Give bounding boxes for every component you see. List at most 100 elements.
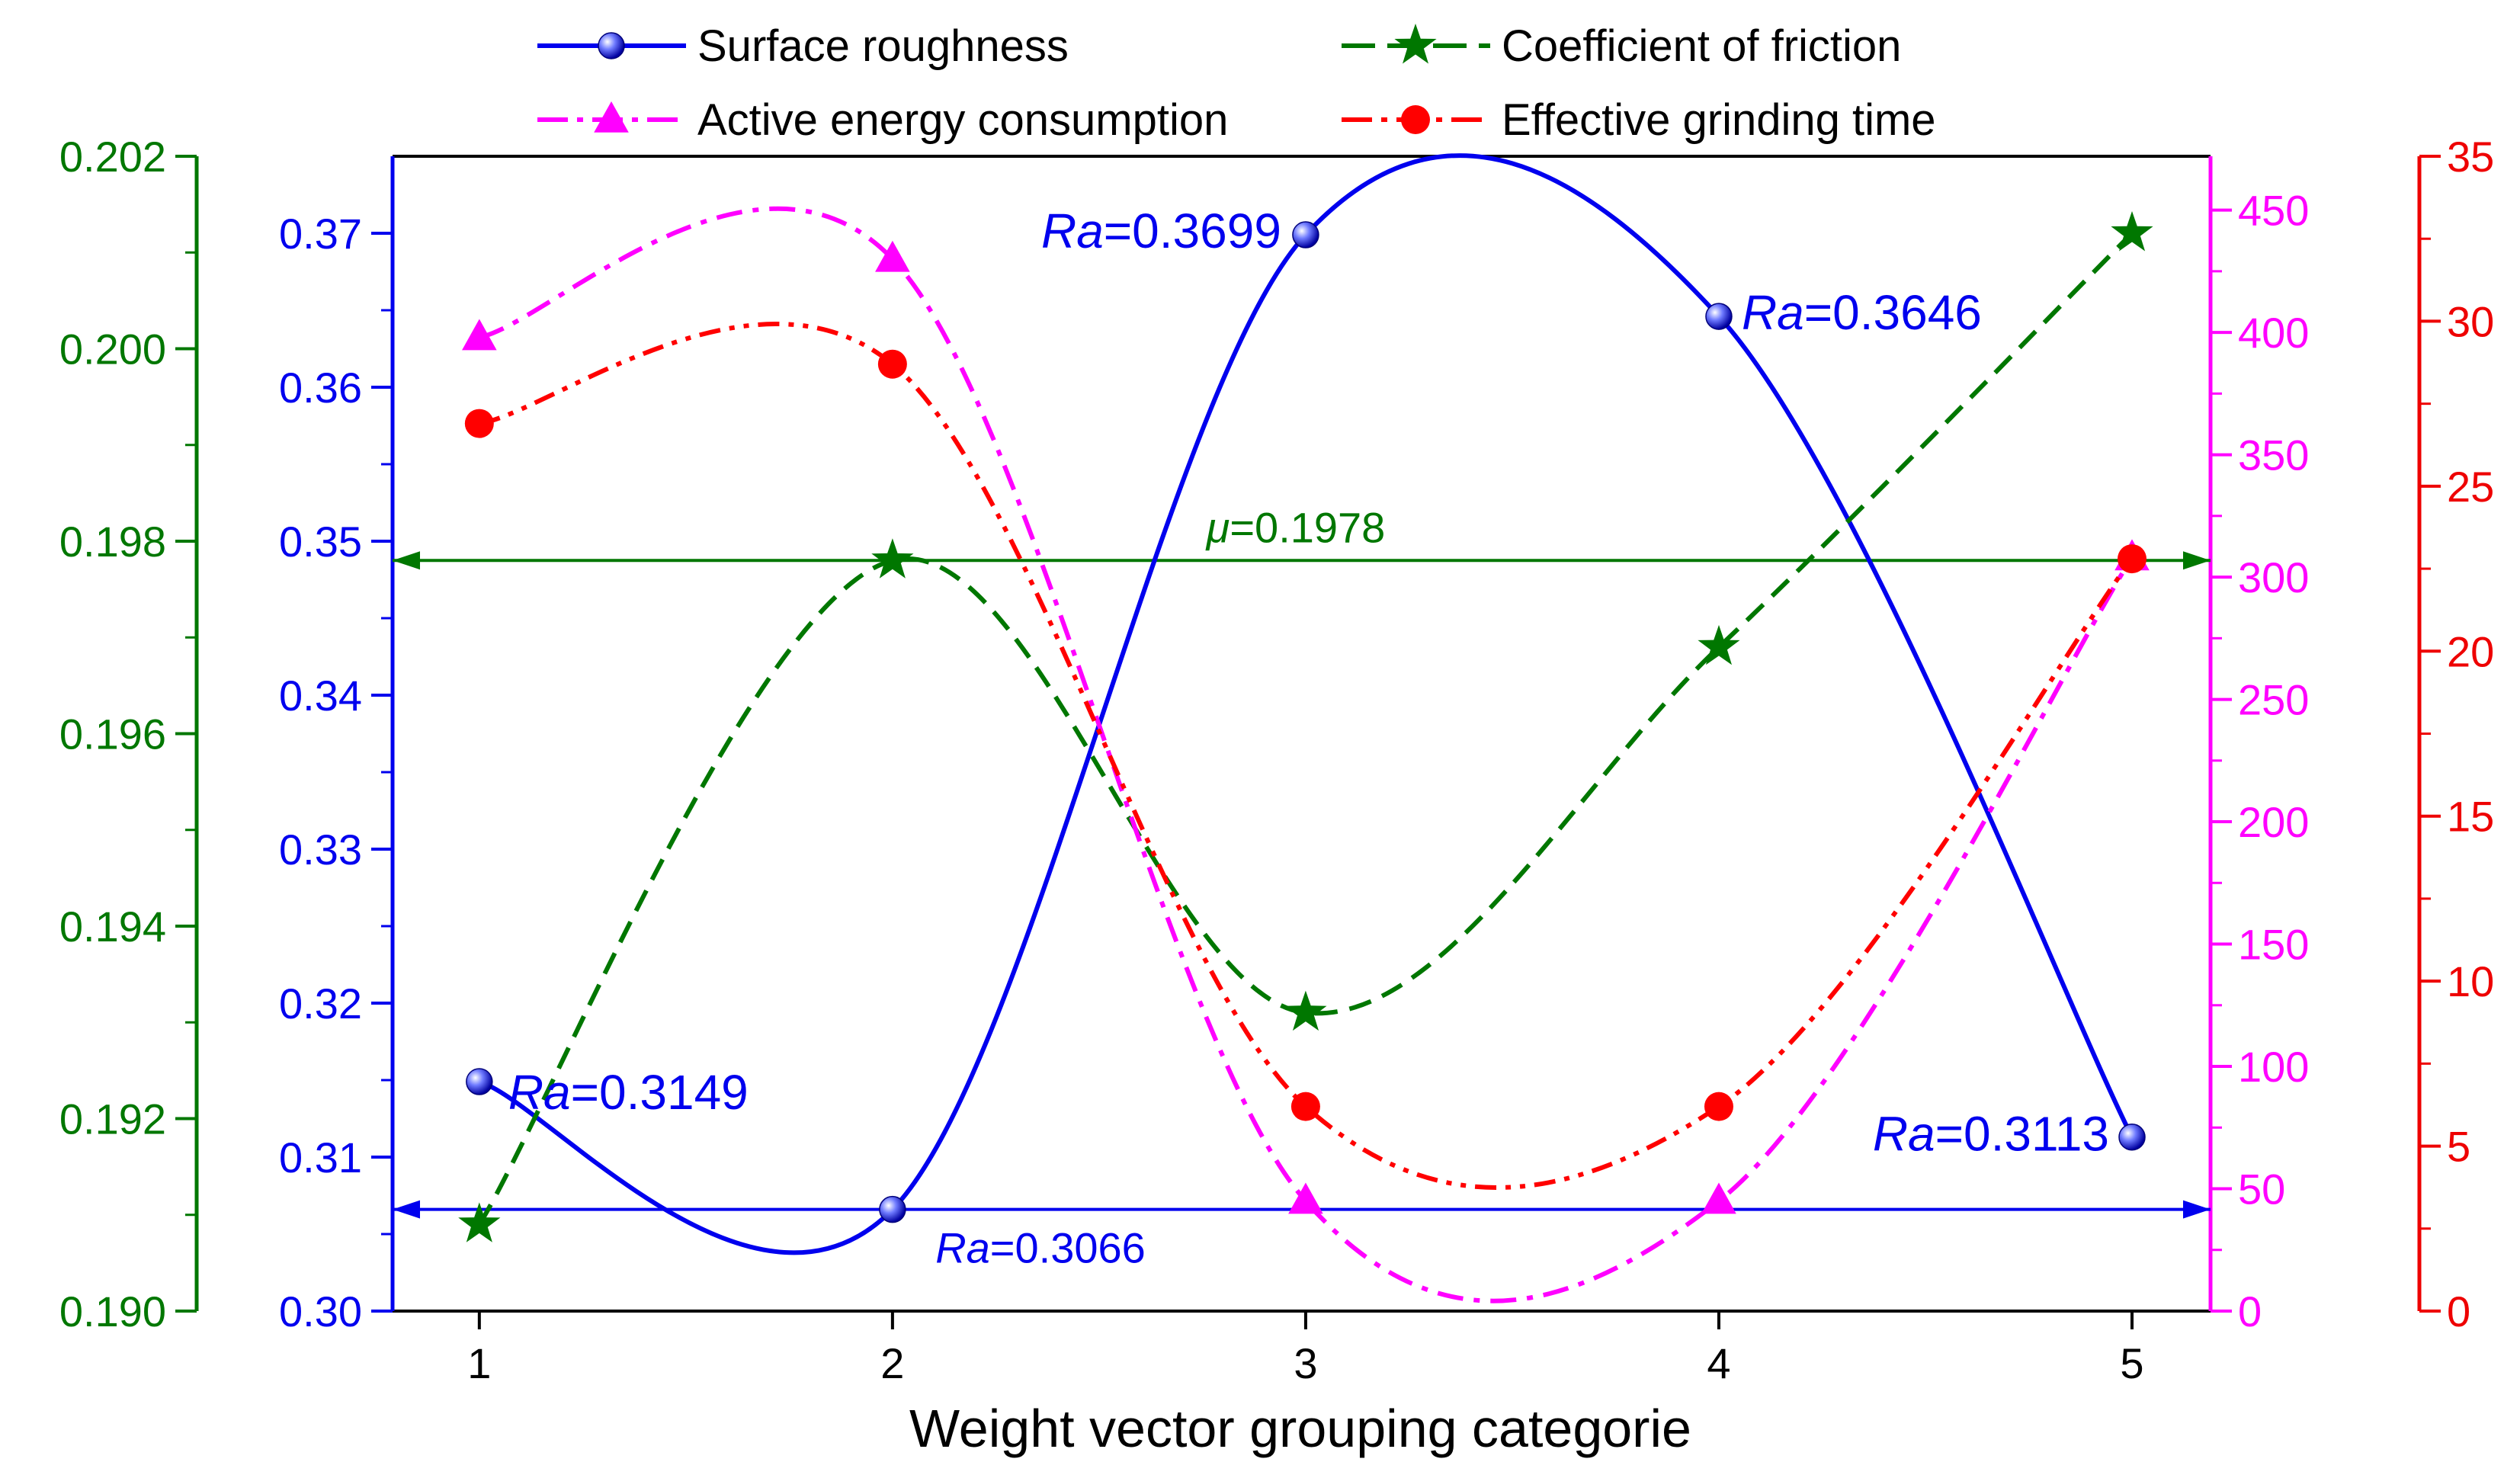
series-1-point: [1292, 221, 1319, 248]
roughness-axis-tick-label: 0.31: [279, 1133, 362, 1181]
reference-label-prefix: Ra: [935, 1224, 990, 1272]
series-4-point: [1290, 1092, 1320, 1121]
legend-item: Surface roughness: [537, 21, 1069, 71]
reference-line-label: Ra=0.3066: [935, 1224, 1146, 1272]
friction-axis-tick-label: 0.194: [59, 903, 166, 951]
annotation-prefix: Ra: [1041, 204, 1104, 258]
series-3-point: [1701, 1182, 1736, 1214]
legend-item: Effective grinding time: [1342, 95, 1936, 145]
series-1-point: [879, 1195, 906, 1223]
reference-arrow-right: [2183, 1200, 2211, 1219]
energy-axis-tick-label: 50: [2238, 1165, 2285, 1213]
energy-axis-tick-label: 100: [2238, 1043, 2309, 1091]
reference-arrow-left: [393, 551, 420, 570]
energy-axis-tick-label: 150: [2238, 921, 2309, 969]
energy-axis-tick-label: 0: [2238, 1287, 2262, 1335]
x-tick-label: 1: [467, 1339, 491, 1387]
series-3-point: [1288, 1182, 1323, 1214]
time-axis-tick-label: 30: [2447, 297, 2494, 345]
legend-marker: [1401, 105, 1430, 134]
annotation-value: =0.3699: [1104, 204, 1281, 258]
x-axis-title: Weight vector grouping categorie: [909, 1399, 1691, 1458]
roughness-axis-tick-label: 0.30: [279, 1287, 362, 1335]
roughness-axis-tick-label: 0.33: [279, 826, 362, 874]
series-3-point: [875, 240, 910, 272]
reference-arrow-left: [393, 1200, 420, 1219]
roughness-axis-tick-label: 0.35: [279, 518, 362, 566]
series-4-point: [877, 349, 907, 379]
legend-marker: [1394, 24, 1437, 64]
series-2-point: [458, 1202, 501, 1242]
legend-item: Active energy consumption: [537, 95, 1228, 145]
energy-axis-tick-label: 400: [2238, 309, 2309, 357]
time-axis-tick-label: 25: [2447, 463, 2494, 511]
roughness-axis-tick-label: 0.37: [279, 210, 362, 258]
annotation-value: =0.3646: [1804, 285, 1982, 340]
series-4-point: [1704, 1092, 1733, 1121]
annotation-prefix: Ra: [508, 1065, 571, 1120]
legend-label: Coefficient of friction: [1502, 21, 1901, 71]
annotation-value: =0.3149: [571, 1065, 749, 1120]
roughness-axis-tick-label: 0.32: [279, 979, 362, 1028]
x-tick-label: 4: [1707, 1339, 1730, 1387]
reference-label-value: =0.3066: [990, 1224, 1146, 1272]
x-tick-label: 3: [1294, 1339, 1317, 1387]
energy-axis-tick-label: 450: [2238, 187, 2309, 235]
series-2-point: [1284, 990, 1327, 1031]
time-axis-tick-label: 20: [2447, 627, 2494, 675]
legend-label: Active energy consumption: [697, 95, 1228, 145]
series-3-point: [462, 319, 497, 351]
friction-axis-tick-label: 0.200: [59, 325, 166, 374]
series-1-point: [1705, 303, 1733, 330]
friction-axis-tick-label: 0.196: [59, 710, 166, 758]
series-4-point: [2118, 544, 2147, 574]
annotation-prefix: Ra: [1742, 285, 1804, 340]
series-1-point: [2118, 1123, 2146, 1151]
friction-axis-tick-label: 0.192: [59, 1095, 166, 1143]
time-axis-tick-label: 35: [2447, 133, 2494, 181]
series-2-point: [1698, 624, 1740, 665]
reference-label-prefix: μ: [1205, 503, 1230, 551]
point-annotation: Ra=0.3699: [1041, 204, 1281, 258]
reference-line-label: μ=0.1978: [1205, 503, 1386, 551]
legend: Surface roughness Coefficient of friction…: [537, 21, 1936, 145]
energy-axis-tick-label: 350: [2238, 431, 2309, 479]
series-2-point: [2111, 211, 2153, 252]
plot-layer: [393, 153, 2211, 1303]
time-axis-tick-label: 0: [2447, 1287, 2470, 1335]
roughness-axis-tick-label: 0.36: [279, 364, 362, 412]
point-annotation: Ra=0.3149: [508, 1065, 749, 1120]
time-axis-tick-label: 15: [2447, 793, 2494, 841]
friction-axis-tick-label: 0.190: [59, 1287, 166, 1335]
series-2-point: [871, 538, 914, 579]
energy-axis-tick-label: 200: [2238, 798, 2309, 846]
legend-marker: [594, 101, 629, 133]
annotation-prefix: Ra: [1873, 1107, 1935, 1162]
legend-marker: [598, 32, 625, 59]
series-1-point: [466, 1068, 493, 1095]
x-tick-label: 2: [880, 1339, 904, 1387]
energy-axis-tick-label: 300: [2238, 553, 2309, 601]
time-axis-tick-label: 10: [2447, 957, 2494, 1005]
reference-arrow-right: [2183, 551, 2211, 570]
reference-label-value: =0.1978: [1230, 503, 1385, 551]
point-annotation: Ra=0.3113: [1873, 1107, 2109, 1162]
text-layer: Weight vector grouping categorie 1 2 3 4 5 0.…: [59, 133, 2494, 1458]
roughness-axis-tick-label: 0.34: [279, 672, 362, 720]
energy-axis-tick-label: 250: [2238, 676, 2309, 724]
legend-item: Coefficient of friction: [1342, 21, 1901, 71]
friction-axis-tick-label: 0.202: [59, 133, 166, 181]
x-tick-label: 5: [2120, 1339, 2143, 1387]
time-axis-tick-label: 5: [2447, 1123, 2470, 1171]
series-line-2: [477, 231, 2134, 1226]
series-line-3: [479, 206, 2134, 1303]
legend-label: Effective grinding time: [1502, 95, 1936, 145]
friction-axis-tick-label: 0.198: [59, 518, 166, 566]
axes-layer: [175, 155, 2441, 1329]
legend-label: Surface roughness: [697, 21, 1069, 71]
point-annotation: Ra=0.3646: [1742, 285, 1982, 340]
annotation-value: =0.3113: [1935, 1107, 2109, 1162]
series-4-point: [464, 409, 494, 438]
series-line-4: [479, 322, 2134, 1190]
